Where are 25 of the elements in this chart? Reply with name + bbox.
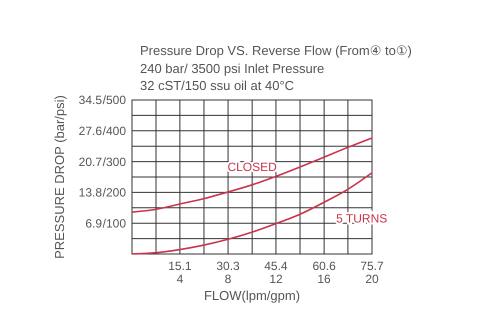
chart-title: Pressure Drop VS. Reverse Flow (From④ to①)	[140, 43, 412, 58]
y2-tick-label: /200	[102, 186, 126, 200]
y2-tick-label: /500	[102, 93, 126, 108]
x-tick-label: 60.6	[312, 259, 336, 273]
x-axis-title: FLOW(lpm/gpm)	[204, 288, 300, 303]
line-series	[131, 137, 373, 213]
y-tick-label: 13.8	[78, 186, 102, 200]
x2-tick-label: 4	[176, 272, 184, 286]
x-tick-label: 45.4	[264, 259, 288, 273]
y-axis-title: PRESSURE DROP (bar/psi)	[52, 95, 67, 259]
x-tick-label: 75.7	[360, 259, 384, 273]
y-tick-label: 27.6	[78, 124, 102, 138]
y2-tick-label: /100	[102, 216, 126, 230]
x-tick-label: 15.1	[168, 259, 192, 273]
x2-tick-label: 12	[269, 272, 283, 286]
y-tick-label: 34.5	[78, 93, 102, 108]
x-tick-label: 30.3	[216, 259, 240, 273]
x2-tick-label: 20	[365, 272, 379, 286]
y2-tick-label: /400	[102, 124, 126, 138]
y-tick-label: 6.9	[85, 216, 102, 230]
y2-tick-label: /300	[102, 154, 126, 169]
x2-tick-label: 16	[317, 272, 331, 286]
x2-tick-label: 8	[224, 272, 232, 286]
chart-subtitle: 240 bar/ 3500 psi Inlet Pressure 32 cST/150 ssu oil at 40°C	[140, 61, 324, 93]
y-tick-label: 20.7	[78, 154, 102, 169]
